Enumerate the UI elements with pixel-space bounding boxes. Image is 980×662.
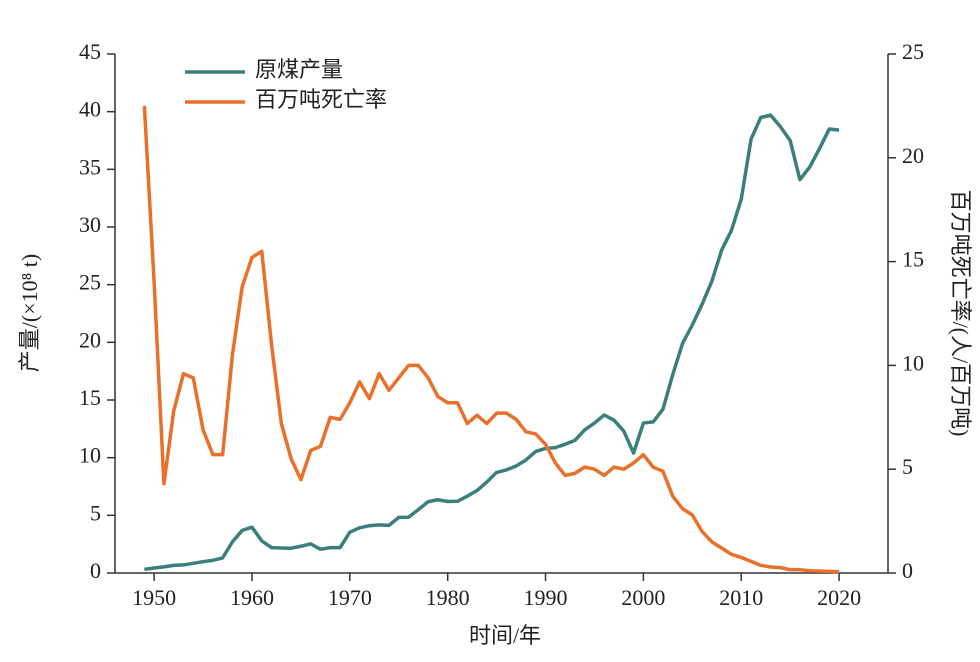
y2-tick-label: 20 bbox=[902, 143, 924, 168]
legend-label: 百万吨死亡率 bbox=[255, 87, 387, 112]
x-tick-label: 1990 bbox=[524, 585, 568, 610]
x-tick-label: 1950 bbox=[132, 585, 176, 610]
y-tick-label: 15 bbox=[79, 385, 101, 410]
x-tick-label: 2010 bbox=[719, 585, 763, 610]
x-tick-label: 1980 bbox=[426, 585, 470, 610]
y-axis-label: 产量/(×10⁸ t) bbox=[17, 254, 42, 372]
line-series bbox=[144, 113, 840, 572]
y2-tick-label: 0 bbox=[902, 558, 913, 583]
y2-tick-label: 25 bbox=[902, 39, 924, 64]
y-tick-label: 40 bbox=[79, 97, 101, 122]
y-tick-label: 30 bbox=[79, 212, 101, 237]
y-tick-label: 45 bbox=[79, 39, 101, 64]
x-tick-label: 2020 bbox=[817, 585, 861, 610]
y-tick-label: 0 bbox=[90, 558, 101, 583]
line-series bbox=[142, 105, 840, 574]
y-tick-label: 35 bbox=[79, 154, 101, 179]
y-tick-label: 5 bbox=[90, 500, 101, 525]
y2-tick-label: 10 bbox=[902, 350, 924, 375]
x-tick-label: 1970 bbox=[328, 585, 372, 610]
y-tick-label: 25 bbox=[79, 270, 101, 295]
y-tick-label: 10 bbox=[79, 443, 101, 468]
y2-tick-label: 15 bbox=[902, 247, 924, 272]
x-tick-label: 1960 bbox=[230, 585, 274, 610]
x-tick-label: 2000 bbox=[621, 585, 665, 610]
y2-axis-label: 百万吨死亡率/(人/百万吨) bbox=[948, 190, 973, 437]
y2-tick-label: 5 bbox=[902, 454, 913, 479]
legend-label: 原煤产量 bbox=[255, 57, 343, 82]
x-axis-label: 时间/年 bbox=[469, 623, 541, 648]
y-tick-label: 20 bbox=[79, 327, 101, 352]
